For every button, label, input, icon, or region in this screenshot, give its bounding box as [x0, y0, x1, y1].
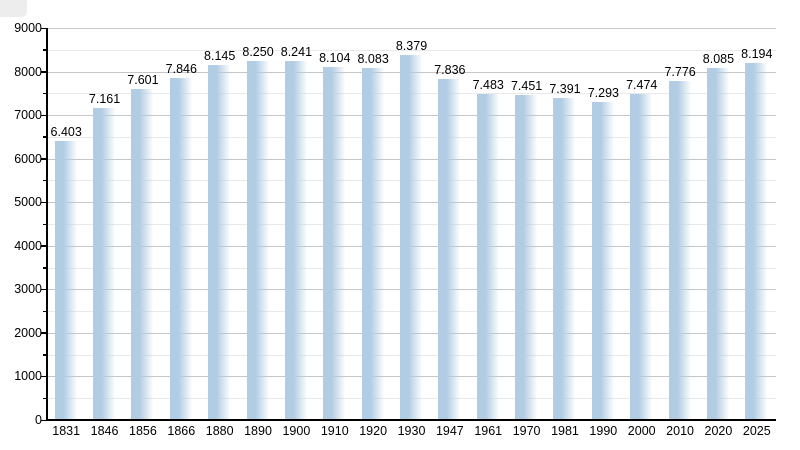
bar [438, 78, 462, 420]
bar [361, 67, 385, 420]
bar [284, 61, 308, 420]
screenshot-corner-artifact [0, 0, 27, 17]
bar [476, 94, 500, 420]
y-minor-tick [43, 267, 47, 269]
bar [553, 98, 577, 420]
x-tick-label: 1890 [244, 424, 272, 438]
bar-value-label: 8.104 [319, 51, 351, 66]
y-tick-label: 9000 [14, 21, 42, 35]
bar [668, 81, 692, 420]
x-tick-label: 1900 [282, 424, 311, 438]
bar-value-label: 8.085 [702, 51, 735, 66]
bar-value-label: 8.241 [280, 45, 313, 60]
x-tick-label: 2025 [742, 424, 771, 438]
y-major-tick [41, 201, 47, 204]
x-tick-label: 1831 [52, 424, 81, 438]
bar [93, 108, 117, 420]
x-axis-line [46, 419, 776, 421]
y-major-tick [41, 375, 47, 378]
bar-value-label: 7.776 [664, 65, 696, 80]
y-minor-tick [43, 136, 47, 138]
bar [745, 63, 769, 420]
bar [246, 60, 270, 420]
y-tick-label: 8000 [14, 64, 42, 79]
y-major-tick [41, 71, 47, 73]
x-axis-labels: 1831 1846 1856 1866 1880 1890 1900 1910 1920 1930… [47, 424, 776, 440]
x-tick-label: 1856 [129, 424, 157, 438]
bar-value-label: 7.474 [626, 78, 658, 93]
bar [515, 95, 539, 420]
plot-area: 6.403 7.161 7.601 7.846 8.145 8.250 8.241 8.104… [41, 27, 776, 421]
y-tick-label: 7000 [14, 108, 42, 123]
y-major-tick [41, 419, 47, 421]
x-tick-label: 2010 [666, 424, 694, 438]
y-major-tick [41, 288, 47, 291]
x-tick-label: 1981 [551, 424, 579, 438]
bar [630, 94, 654, 420]
y-major-tick [41, 27, 47, 29]
y-tick-label: 5000 [14, 195, 42, 210]
bar [131, 88, 155, 420]
bar-value-label: 8.145 [204, 49, 236, 64]
gridline-major [47, 28, 776, 29]
x-tick-label: 1990 [589, 424, 618, 438]
bar-value-label: 8.250 [242, 44, 274, 59]
y-tick-label: 2000 [14, 325, 42, 340]
bar [591, 102, 615, 420]
bar [323, 67, 347, 420]
y-tick-label: 6000 [14, 151, 42, 166]
x-tick-label: 1930 [397, 424, 426, 438]
y-tick-label: 0 [35, 413, 42, 427]
bar [54, 141, 78, 420]
y-major-tick [41, 158, 47, 160]
x-tick-label: 1947 [435, 424, 464, 438]
bar-value-label: 7.846 [165, 62, 197, 77]
y-tick-label: 1000 [14, 369, 42, 384]
x-tick-label: 1846 [90, 424, 119, 438]
bar-value-label: 8.083 [357, 51, 389, 66]
y-minor-tick [43, 92, 47, 95]
bar-value-label: 7.601 [127, 72, 159, 87]
bar [169, 78, 193, 420]
x-tick-label: 2000 [627, 424, 656, 438]
y-tick-label: 3000 [14, 282, 42, 297]
bar-value-label: 6.403 [50, 125, 82, 140]
y-major-tick [41, 245, 47, 247]
y-axis-labels: 0 1000 2000 3000 4000 5000 6000 7000 8000 9000 [0, 21, 42, 427]
y-major-tick [41, 332, 47, 334]
y-tick-label: 4000 [14, 238, 42, 253]
x-tick-label: 1880 [205, 424, 234, 438]
bar-value-label: 7.483 [472, 78, 504, 93]
y-minor-tick [43, 223, 47, 225]
bar-value-label: 8.194 [741, 47, 773, 62]
y-major-tick [41, 114, 47, 117]
bar-value-label: 7.836 [434, 62, 466, 77]
x-tick-label: 1970 [512, 424, 541, 438]
x-tick-label: 1866 [167, 424, 196, 438]
bar-value-label: 7.451 [510, 79, 543, 94]
bar [400, 55, 423, 420]
bar-value-label: 7.293 [587, 86, 619, 101]
y-minor-tick [43, 354, 47, 356]
x-tick-label: 1920 [359, 424, 388, 438]
x-tick-label: 2020 [704, 424, 733, 438]
y-minor-tick [43, 397, 47, 400]
bar-value-label: 7.391 [549, 82, 581, 97]
bar-value-label: 7.161 [88, 92, 121, 107]
bar-value-label: 8.379 [395, 39, 428, 54]
x-tick-label: 1910 [320, 424, 349, 438]
bar [706, 67, 730, 420]
y-minor-tick [43, 310, 47, 313]
bar [208, 65, 232, 420]
x-tick-label: 1961 [474, 424, 503, 438]
gridline-minor [47, 49, 776, 51]
y-minor-tick [43, 49, 47, 51]
y-minor-tick [43, 179, 47, 182]
